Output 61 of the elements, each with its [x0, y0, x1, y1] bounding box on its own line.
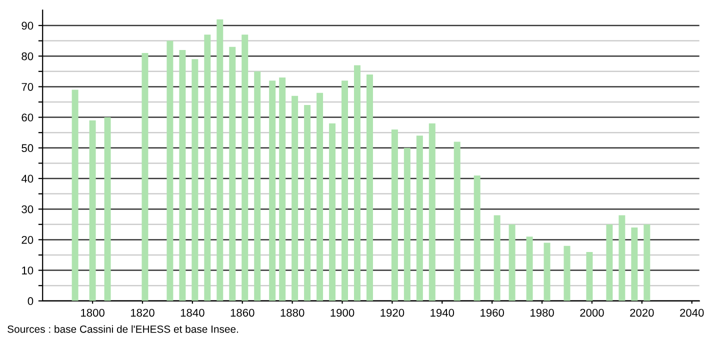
x-tick-label: 1860	[230, 308, 254, 317]
bar	[269, 80, 276, 301]
bar	[526, 236, 533, 301]
bar	[494, 215, 500, 301]
y-tick-label: 90	[22, 22, 34, 30]
bar	[166, 40, 174, 301]
bar	[586, 252, 593, 301]
bar	[242, 34, 248, 301]
bar	[342, 80, 348, 301]
x-tick-label: 1820	[130, 308, 154, 317]
bar	[644, 224, 650, 301]
x-tick-label: 1940	[430, 308, 454, 317]
bar	[454, 142, 460, 301]
bar	[474, 175, 480, 301]
x-tick-label: 1960	[480, 308, 504, 317]
bar	[366, 74, 373, 301]
bar	[104, 117, 111, 301]
y-tick-label: 0	[28, 297, 34, 306]
bar	[404, 148, 410, 301]
y-tick-label: 80	[22, 52, 34, 60]
y-tick-label: 30	[22, 205, 34, 214]
bar	[89, 120, 96, 301]
bar	[72, 90, 78, 301]
y-tick-label: 50	[22, 144, 34, 152]
y-tick-label: 40	[21, 174, 34, 183]
bar	[304, 105, 311, 301]
bar	[416, 136, 423, 301]
bar	[354, 65, 360, 301]
bar	[631, 227, 638, 301]
bar	[229, 46, 236, 301]
x-tick-label: 1840	[180, 308, 204, 317]
bar	[292, 96, 298, 301]
y-tick-label: 60	[22, 114, 34, 122]
bar	[329, 123, 336, 301]
y-tick-label: 20	[22, 236, 34, 244]
x-tick-label: 1880	[280, 308, 304, 317]
bar	[606, 224, 613, 301]
bar	[204, 34, 211, 301]
bar	[179, 50, 186, 301]
x-tick-label: 2040	[680, 308, 704, 317]
bar	[192, 59, 198, 301]
x-tick-label: 1900	[330, 308, 354, 317]
bar	[279, 78, 286, 301]
source-note: Sources : base Cassini de l'EHESS et base Insee.	[8, 325, 238, 333]
bar	[391, 130, 398, 301]
bar	[544, 242, 550, 301]
x-tick-label: 1980	[530, 308, 554, 317]
bar	[254, 71, 261, 301]
bar	[428, 123, 436, 301]
bar	[142, 53, 148, 301]
bar	[216, 19, 224, 301]
bar	[508, 224, 516, 301]
y-tick-label: 70	[22, 82, 34, 91]
bar	[618, 215, 626, 301]
x-tick-label: 1800	[81, 308, 104, 317]
x-tick-label: 2020	[630, 308, 654, 317]
bar	[564, 246, 570, 301]
bar	[316, 92, 324, 301]
y-tick-label: 10	[22, 266, 34, 274]
x-tick-label: 2000	[580, 308, 604, 317]
x-tick-label: 1920	[380, 308, 404, 317]
